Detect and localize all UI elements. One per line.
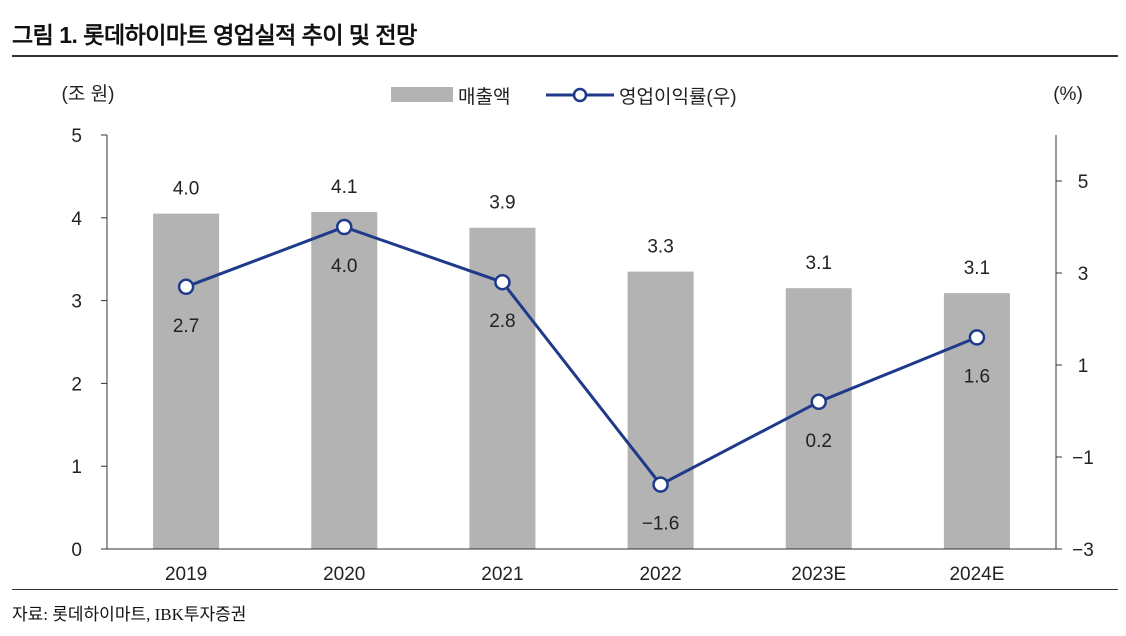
left-tick-label: 1: [71, 457, 82, 478]
line-point-2022: [652, 476, 669, 493]
line-point-2019: [177, 278, 195, 296]
left-axis-unit: (조 원): [62, 83, 115, 105]
legend-bar-swatch: [391, 87, 453, 102]
x-tick-label: 2019: [165, 564, 207, 585]
left-tick-label: 3: [71, 292, 82, 313]
bottom-rule: [12, 589, 1118, 590]
left-tick-label: 4: [71, 209, 82, 230]
line-point-2020: [336, 218, 353, 236]
x-tick-label: 2024E: [949, 564, 1004, 585]
bar-2023E: [785, 288, 852, 549]
line-label: 2.7: [173, 316, 199, 337]
right-axis-unit: (%): [1053, 84, 1083, 105]
line-label: −1.6: [642, 514, 680, 535]
bar-2020: [311, 212, 378, 549]
right-tick-label: 3: [1078, 264, 1089, 285]
x-tick-label: 2022: [639, 564, 681, 585]
left-tick-label: 5: [71, 126, 82, 147]
x-tick-label: 2021: [481, 564, 523, 585]
source-note: 자료: 롯데하이마트, IBK투자증권: [12, 605, 247, 624]
line-point-2023E: [810, 393, 827, 411]
bar-2019: [153, 213, 220, 549]
x-tick-label: 2023E: [791, 564, 846, 585]
right-tick-label: 5: [1078, 172, 1089, 193]
bar-label: 3.1: [806, 253, 832, 274]
line-label: 0.2: [806, 431, 832, 452]
legend-line-label: 영업이익률(우): [619, 86, 737, 108]
line-point-2021: [494, 273, 511, 291]
bar-2022: [627, 271, 694, 549]
left-tick-label: 0: [71, 540, 82, 561]
right-tick-label: 1: [1078, 356, 1089, 377]
line-label: 2.8: [489, 311, 515, 332]
line-series: [185, 225, 978, 487]
bar-label: 3.1: [964, 258, 990, 279]
line-label: 1.6: [964, 366, 990, 387]
legend-bar-label: 매출액: [458, 86, 510, 108]
left-tick-label: 2: [71, 374, 82, 395]
bar-label: 3.9: [489, 193, 515, 214]
bar-label: 4.0: [173, 179, 199, 200]
line-point-2024E: [968, 329, 986, 346]
right-tick-label: −3: [1072, 540, 1094, 561]
figure-title: 그림 1. 롯데하이마트 영업실적 추이 및 전망: [12, 22, 417, 48]
bar-label: 4.1: [331, 177, 357, 198]
line-label: 4.0: [331, 256, 357, 277]
bar-label: 3.3: [647, 237, 673, 258]
x-tick-label: 2020: [323, 564, 365, 585]
legend-line-marker: [572, 87, 588, 103]
top-rule: [12, 55, 1118, 57]
right-tick-label: −1: [1072, 448, 1094, 469]
